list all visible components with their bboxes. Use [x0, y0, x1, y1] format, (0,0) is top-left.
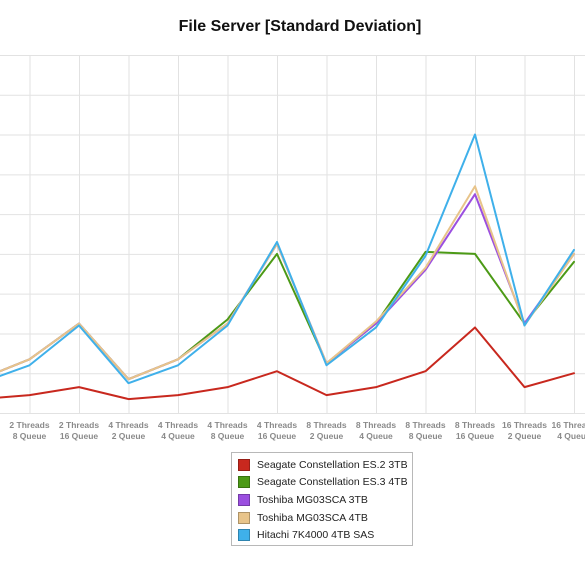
x-tick-label: 4 Queue [359, 431, 393, 441]
x-tick-label: 16 Queue [456, 431, 495, 441]
legend: Seagate Constellation ES.2 3TB Seagate Co… [231, 452, 413, 546]
x-tick-label: 4 Threads [158, 420, 198, 430]
series-line [0, 326, 575, 401]
legend-item[interactable]: Toshiba MG03SCA 4TB [238, 509, 406, 527]
x-tick-label: 8 Threads [405, 420, 445, 430]
x-tick-label: 16 Queue [258, 431, 297, 441]
legend-item[interactable]: Seagate Constellation ES.3 4TB [238, 474, 408, 492]
x-tick-label: 8 Threads [356, 420, 396, 430]
legend-swatch [238, 529, 250, 542]
legend-item[interactable]: Toshiba MG03SCA 3TB [238, 491, 406, 509]
x-tick-label: 2 Queue [508, 431, 542, 441]
legend-item[interactable]: Hitachi 7K4000 4TB SAS [238, 526, 406, 544]
chart-title: File Server [Standard Deviation] [178, 18, 422, 35]
x-tick-label: 8 Queue [211, 431, 245, 441]
legend-swatch [238, 476, 250, 489]
x-tick-label: 8 Threads [306, 420, 346, 430]
legend-label: Toshiba MG03SCA 4TB [257, 511, 368, 524]
legend-label: Toshiba MG03SCA 3TB [257, 493, 368, 506]
x-tick-label: 2 Threads [59, 420, 99, 430]
x-tick-label: 2 Queue [112, 431, 146, 441]
legend-label: Hitachi 7K4000 4TB SAS [257, 529, 375, 542]
legend-swatch [238, 458, 250, 471]
legend-swatch [238, 493, 250, 506]
legend-label: Seagate Constellation ES.2 3TB [257, 458, 408, 471]
x-tick-label: 4 Threads [108, 420, 148, 430]
x-tick-label: 4 Queue [557, 431, 585, 441]
series-line [0, 250, 575, 381]
legend-swatch [238, 511, 250, 524]
x-tick-label: 4 Queue [161, 431, 195, 441]
x-tick-label: 2 Threads [9, 420, 49, 430]
legend-item[interactable]: Seagate Constellation ES.2 3TB [238, 456, 408, 474]
x-tick-label: 8 Queue [409, 431, 443, 441]
x-tick-label: 16 Queue [60, 431, 99, 441]
legend-label: Seagate Constellation ES.3 4TB [257, 476, 408, 489]
x-tick-label: 2 Queue [310, 431, 344, 441]
series-line [0, 185, 575, 381]
x-tick-label: 8 Threads [455, 420, 495, 430]
x-tick-label: 4 Threads [207, 420, 247, 430]
x-tick-label: 16 Threads [552, 420, 585, 430]
x-tick-label: 4 Threads [257, 420, 297, 430]
x-tick-label: 8 Queue [13, 431, 47, 441]
series-line [0, 133, 575, 385]
x-tick-label: 16 Threads [502, 420, 547, 430]
